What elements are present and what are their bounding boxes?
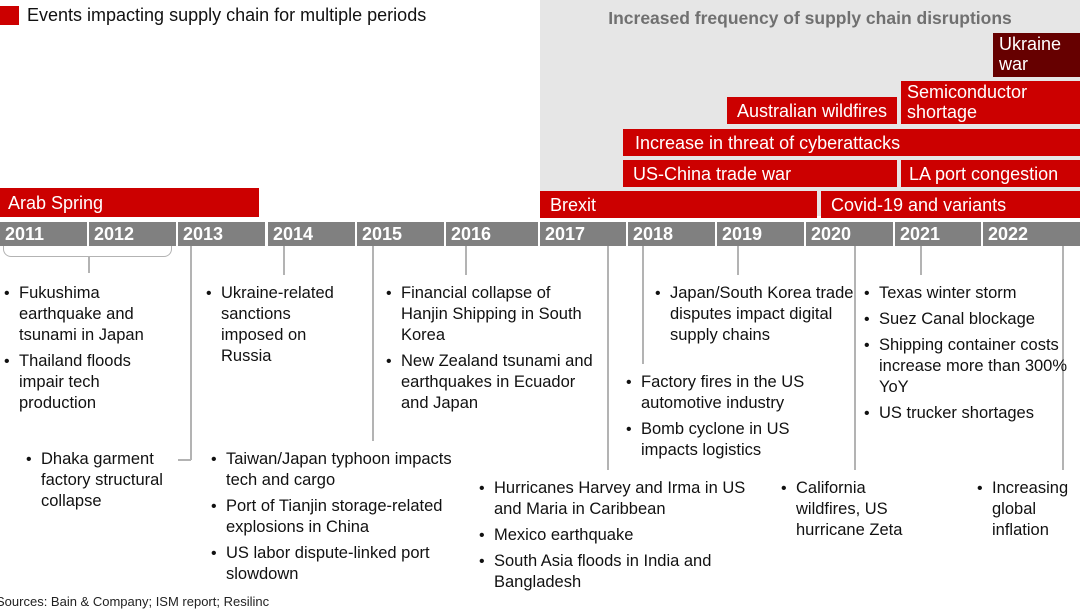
event-item: Shipping container costs increase more t… bbox=[864, 335, 1079, 398]
bar-label: Increase in threat of cyberattacks bbox=[635, 132, 901, 153]
connector-2014-bottom bbox=[372, 246, 374, 441]
connector-2018 bbox=[642, 246, 644, 364]
year-2014: 2014 bbox=[268, 222, 355, 246]
event-item: Bomb cyclone in US impacts logistics bbox=[626, 419, 836, 461]
event-item: Fukushima earthquake and tsunami in Japa… bbox=[4, 283, 154, 346]
connector-2020 bbox=[854, 246, 856, 470]
event-item: Port of Tianjin storage-related explosio… bbox=[211, 496, 461, 538]
events-2019: Japan/South Korea trade disputes impact … bbox=[655, 283, 855, 351]
events-2013: Dhaka garment factory structural collaps… bbox=[26, 449, 186, 517]
connector-2019 bbox=[737, 246, 739, 275]
bar-label: Semiconductor shortage bbox=[907, 82, 1028, 122]
bar-brexit: Brexit bbox=[540, 191, 817, 218]
year-2019: 2019 bbox=[717, 222, 804, 246]
connector-2014-top bbox=[283, 246, 285, 275]
event-item: New Zealand tsunami and earthquakes in E… bbox=[386, 351, 596, 414]
events-2014-top: Ukraine-related sanctions imposed on Rus… bbox=[206, 283, 356, 372]
legend: Events impacting supply chain for multip… bbox=[0, 4, 426, 26]
events-2011-2012: Fukushima earthquake and tsunami in Japa… bbox=[4, 283, 154, 419]
year-2018: 2018 bbox=[628, 222, 715, 246]
event-item: Financial collapse of Hanjin Shipping in… bbox=[386, 283, 596, 346]
event-item: Suez Canal blockage bbox=[864, 309, 1079, 330]
bar-label: Covid-19 and variants bbox=[831, 194, 1007, 215]
event-item: Mexico earthquake bbox=[479, 525, 749, 546]
event-item: Dhaka garment factory structural collaps… bbox=[26, 449, 186, 512]
event-item: Taiwan/Japan typhoon impacts tech and ca… bbox=[211, 449, 461, 491]
events-2021: Texas winter storm Suez Canal blockage S… bbox=[864, 283, 1079, 429]
legend-label: Events impacting supply chain for multip… bbox=[27, 4, 427, 25]
year-2022: 2022 bbox=[983, 222, 1080, 246]
year-2020: 2020 bbox=[806, 222, 893, 246]
bar-ukraine-war: Ukraine war bbox=[993, 33, 1080, 77]
event-item: Japan/South Korea trade disputes impact … bbox=[655, 283, 855, 346]
events-2020: California wildfires, US hurricane Zeta bbox=[781, 478, 931, 546]
zone-title: Increased frequency of supply chain disr… bbox=[608, 8, 1012, 28]
events-2017: Hurricanes Harvey and Irma in US and Mar… bbox=[479, 478, 749, 598]
bracket-2011-2012 bbox=[3, 246, 172, 257]
connector-2016 bbox=[465, 246, 467, 275]
connector-2021 bbox=[920, 246, 922, 275]
year-2013: 2013 bbox=[178, 222, 265, 246]
bar-label: LA port congestion bbox=[909, 163, 1059, 184]
bar-label: Ukraine war bbox=[999, 34, 1062, 74]
year-2012: 2012 bbox=[89, 222, 176, 246]
year-2011: 2011 bbox=[0, 222, 87, 246]
bar-arab-spring: Arab Spring bbox=[0, 188, 259, 217]
events-2014-bottom: Taiwan/Japan typhoon impacts tech and ca… bbox=[211, 449, 461, 590]
event-item: US trucker shortages bbox=[864, 403, 1079, 424]
bar-label: Brexit bbox=[550, 194, 597, 215]
event-item: Hurricanes Harvey and Irma in US and Mar… bbox=[479, 478, 749, 520]
bar-covid-19: Covid-19 and variants bbox=[821, 191, 1080, 218]
bar-la-port-congestion: LA port congestion bbox=[901, 160, 1080, 187]
bar-label: Arab Spring bbox=[8, 192, 104, 213]
connector-2017 bbox=[607, 246, 609, 470]
event-item: Thailand floods impair tech production bbox=[4, 351, 154, 414]
connector-2011-12 bbox=[88, 257, 90, 273]
bar-label: Australian wildfires bbox=[737, 100, 888, 121]
events-2018: Factory fires in the US automotive indus… bbox=[626, 372, 836, 466]
connector-2013 bbox=[190, 246, 192, 460]
event-item: California wildfires, US hurricane Zeta bbox=[781, 478, 931, 541]
bar-australian-wildfires: Australian wildfires bbox=[727, 97, 897, 124]
event-item: South Asia floods in India and Banglades… bbox=[479, 551, 749, 593]
year-2021: 2021 bbox=[895, 222, 981, 246]
legend-swatch bbox=[0, 5, 19, 25]
events-2022: Increasing global inflation bbox=[977, 478, 1080, 546]
year-2015: 2015 bbox=[357, 222, 444, 246]
bar-us-china-trade-war: US-China trade war bbox=[623, 160, 897, 187]
events-2016: Financial collapse of Hanjin Shipping in… bbox=[386, 283, 596, 419]
event-item: Increasing global inflation bbox=[977, 478, 1080, 541]
event-item: Ukraine-related sanctions imposed on Rus… bbox=[206, 283, 356, 367]
sources-note: Sources: Bain & Company; ISM report; Res… bbox=[0, 594, 270, 609]
bar-label: US-China trade war bbox=[633, 163, 792, 184]
year-2016: 2016 bbox=[446, 222, 538, 246]
year-2017: 2017 bbox=[540, 222, 626, 246]
event-item: Texas winter storm bbox=[864, 283, 1079, 304]
event-item: Factory fires in the US automotive indus… bbox=[626, 372, 836, 414]
event-item: US labor dispute-linked port slowdown bbox=[211, 543, 461, 585]
bar-cyberattacks: Increase in threat of cyberattacks bbox=[623, 129, 1080, 156]
bar-semiconductor-shortage: Semiconductor shortage bbox=[901, 81, 1080, 124]
